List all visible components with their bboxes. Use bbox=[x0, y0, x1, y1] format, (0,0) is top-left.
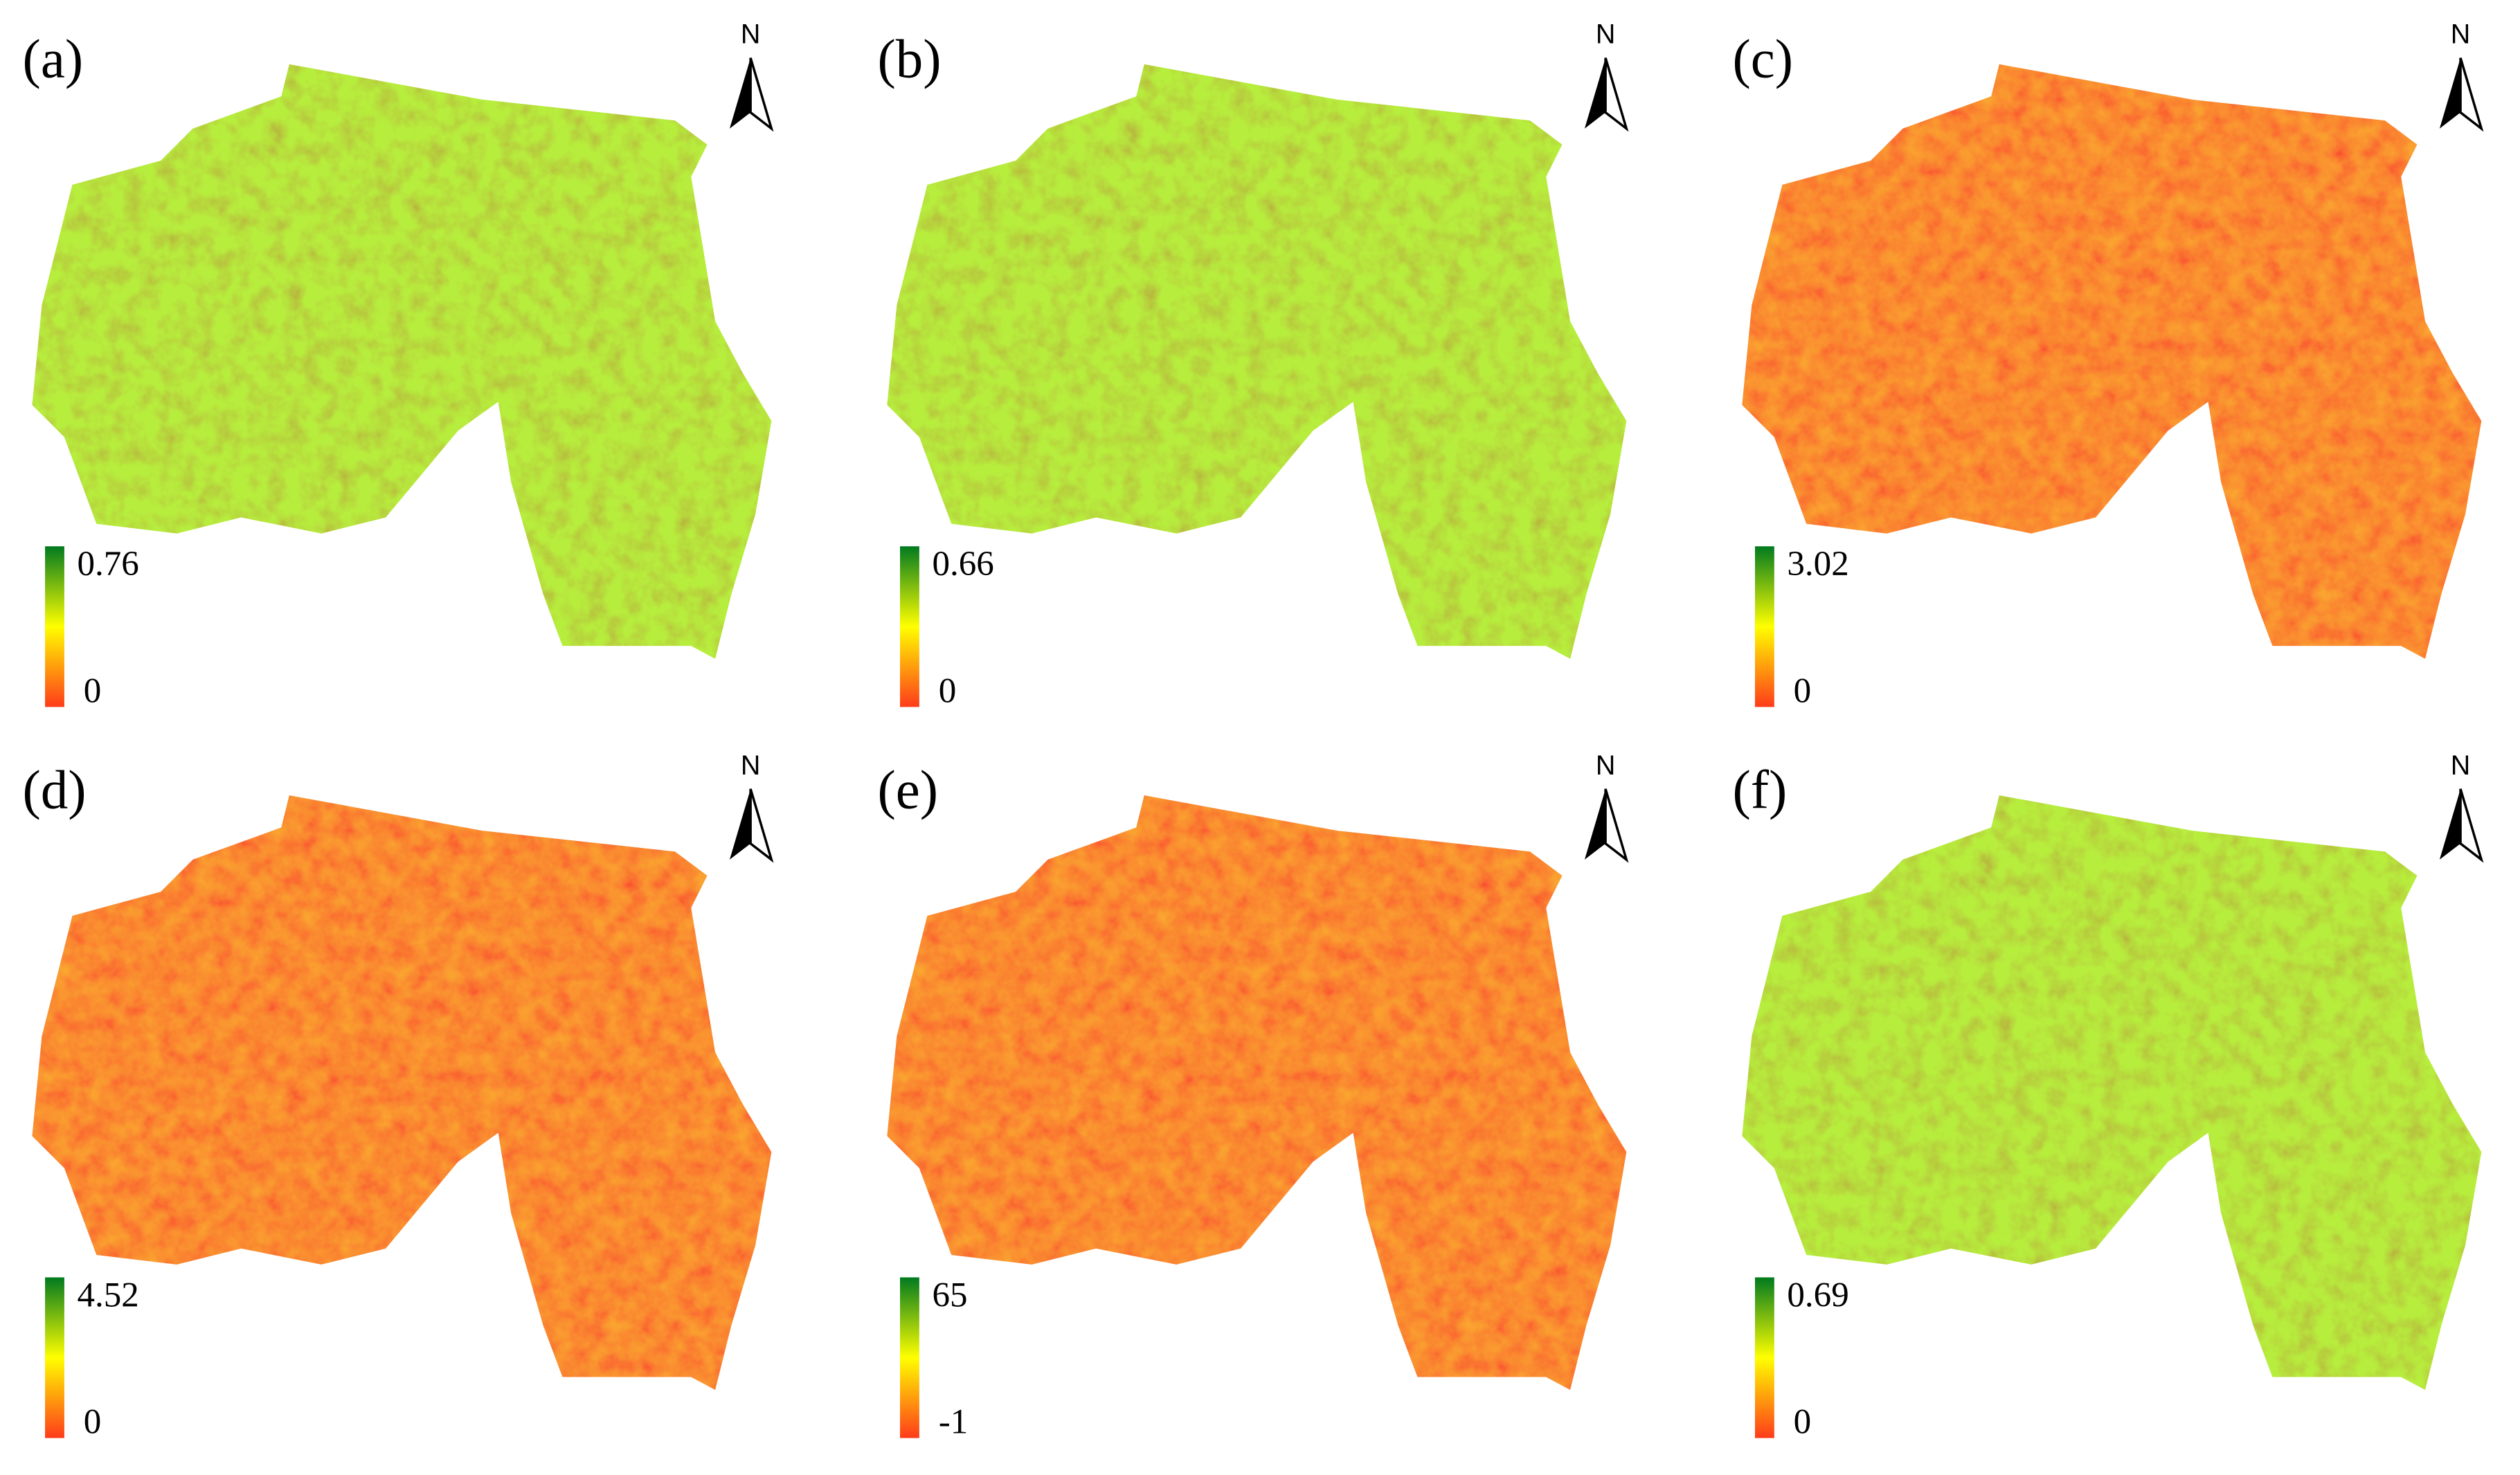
map-texture bbox=[1742, 795, 2482, 1390]
map-texture bbox=[32, 795, 772, 1390]
map-panel: (e) N 65 -1 bbox=[878, 750, 1629, 1442]
map-panel: (d) N 4.52 0 bbox=[23, 750, 774, 1442]
panel-label: (a) bbox=[23, 29, 84, 89]
legend-max: 65 bbox=[932, 1275, 967, 1314]
legend-bar bbox=[900, 546, 919, 707]
north-arrow bbox=[1584, 788, 1606, 860]
legend-min: 0 bbox=[939, 671, 957, 711]
legend-max: 0.66 bbox=[932, 544, 993, 583]
map-panel: (c) N 3.02 0 bbox=[1732, 19, 2484, 711]
legend-min: 0 bbox=[1794, 1402, 1812, 1442]
north-arrow bbox=[2459, 788, 2484, 863]
legend-min: 0 bbox=[1794, 671, 1812, 711]
legend-bar bbox=[1754, 1277, 1774, 1438]
map-panel: (f) N 0.69 0 bbox=[1732, 750, 2484, 1442]
legend-max: 3.02 bbox=[1787, 544, 1848, 583]
north-label: N bbox=[741, 750, 761, 781]
legend-max: 4.52 bbox=[77, 1275, 138, 1314]
north-arrow bbox=[2439, 788, 2461, 860]
north-arrow bbox=[1604, 788, 1629, 863]
north-label: N bbox=[1596, 19, 1616, 50]
north-label: N bbox=[2451, 750, 2471, 781]
north-arrow bbox=[729, 57, 751, 129]
legend-bar bbox=[45, 1277, 64, 1438]
panel-label: (b) bbox=[878, 29, 942, 89]
panel-label: (c) bbox=[1732, 29, 1793, 89]
north-arrow bbox=[1604, 57, 1629, 132]
north-label: N bbox=[1596, 750, 1616, 781]
north-arrow bbox=[2459, 57, 2484, 132]
north-arrow bbox=[1584, 57, 1606, 129]
legend-bar bbox=[1754, 546, 1774, 707]
north-arrow bbox=[2439, 57, 2461, 129]
map-texture bbox=[887, 795, 1627, 1390]
map-texture bbox=[887, 64, 1627, 659]
north-arrow bbox=[729, 788, 751, 860]
legend-bar bbox=[900, 1277, 919, 1438]
map-panel: (b) N 0.66 0 bbox=[878, 19, 1629, 711]
legend-max: 0.76 bbox=[77, 544, 138, 583]
panel-label: (f) bbox=[1732, 761, 1787, 821]
map-panel: (a) N 0.76 0 bbox=[23, 19, 774, 711]
legend-bar bbox=[45, 546, 64, 707]
legend-min: 0 bbox=[84, 671, 102, 711]
north-label: N bbox=[2451, 19, 2471, 50]
north-arrow bbox=[749, 57, 774, 132]
legend-max: 0.69 bbox=[1787, 1275, 1848, 1314]
legend-min: -1 bbox=[939, 1402, 969, 1442]
map-texture bbox=[1742, 64, 2482, 659]
north-label: N bbox=[741, 19, 761, 50]
panel-label: (e) bbox=[878, 761, 939, 821]
legend-min: 0 bbox=[84, 1402, 102, 1442]
panel-label: (d) bbox=[23, 761, 87, 821]
north-arrow bbox=[749, 788, 774, 863]
map-texture bbox=[32, 64, 772, 659]
